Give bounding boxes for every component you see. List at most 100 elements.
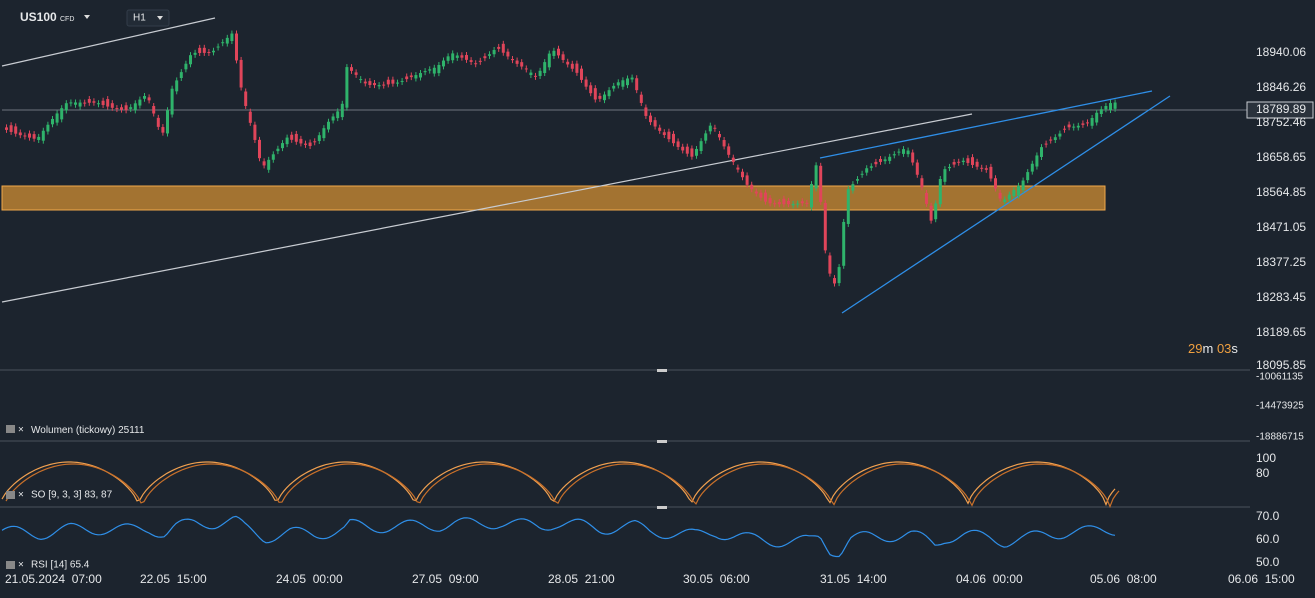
candle [616, 82, 620, 86]
candle [285, 137, 289, 145]
icon[interactable] [6, 491, 15, 499]
close-icon[interactable]: × [18, 425, 24, 436]
candle [810, 184, 813, 208]
candle [138, 99, 142, 106]
dropdown-arrow[interactable] [84, 15, 90, 19]
candle [235, 33, 238, 61]
candle [442, 60, 445, 67]
candle [957, 161, 961, 163]
support-zone [1, 185, 1106, 211]
icon[interactable] [6, 561, 15, 569]
candle [754, 191, 758, 194]
candle [869, 166, 873, 168]
candle [768, 198, 772, 204]
candle [561, 54, 565, 60]
candle [78, 102, 82, 107]
candle [1067, 124, 1071, 128]
candle [189, 55, 192, 65]
candle [699, 141, 703, 152]
candle [1053, 137, 1057, 141]
dropdown-arrow[interactable] [157, 16, 163, 20]
candle [920, 178, 924, 188]
time-label: 31.05 14:00 [820, 572, 887, 586]
candle [994, 178, 997, 189]
price-label: 18471.05 [1256, 220, 1306, 234]
volume-legend: × Wolumen (tickowy) 25111 [6, 425, 145, 436]
candle [759, 192, 763, 198]
candle [432, 67, 436, 74]
price-label: 18752.46 [1256, 115, 1306, 129]
candle [971, 157, 974, 165]
candle [262, 161, 266, 166]
candle [750, 184, 754, 190]
price-label: 18789.89 [1256, 102, 1306, 116]
candle [823, 202, 827, 251]
candle [23, 135, 27, 137]
handle[interactable] [657, 440, 667, 443]
candle [612, 85, 616, 89]
candle [46, 124, 50, 132]
candle [414, 75, 418, 79]
candle [225, 37, 229, 44]
candle [566, 61, 570, 65]
close-icon[interactable]: × [18, 490, 24, 501]
candle [239, 59, 243, 88]
candle [915, 162, 919, 175]
time-label: 21.05.2024 07:00 [5, 572, 102, 586]
candle [980, 167, 984, 169]
candle [704, 133, 708, 141]
icon[interactable] [6, 425, 15, 433]
candle [409, 75, 413, 78]
candle [741, 171, 744, 178]
candle [14, 126, 18, 134]
price-label: 18189.65 [1256, 325, 1306, 339]
candle [101, 100, 105, 106]
candle [593, 88, 597, 100]
candle [695, 148, 698, 156]
candle [722, 140, 726, 147]
symbol[interactable]: US100 [20, 10, 57, 24]
candle [133, 103, 137, 111]
close-icon[interactable]: × [18, 560, 24, 571]
candle [60, 108, 64, 120]
candle [446, 56, 450, 61]
candle [193, 52, 197, 55]
candle [961, 160, 965, 163]
candle [221, 42, 225, 44]
candles [5, 30, 1117, 287]
candle [419, 73, 422, 78]
candle [883, 159, 887, 162]
candle [690, 148, 694, 157]
rsi-legend: × RSI [14] 65.4 [6, 560, 90, 571]
candle [1072, 126, 1076, 128]
timeframe-box[interactable] [126, 9, 170, 27]
candle [938, 179, 942, 205]
candle [41, 130, 45, 141]
handle[interactable] [657, 506, 667, 509]
candle [276, 148, 280, 152]
candle [552, 50, 556, 56]
candle [736, 167, 740, 170]
rsi-line [1, 515, 1116, 558]
candle [469, 60, 473, 62]
candle [290, 134, 294, 140]
price-label: 18564.85 [1256, 185, 1306, 199]
candle [488, 54, 491, 56]
candle [1058, 133, 1062, 137]
candle [773, 203, 777, 205]
candle [317, 135, 321, 141]
candle [92, 101, 96, 103]
candle [833, 278, 836, 284]
candle [837, 267, 841, 284]
candle [354, 72, 358, 75]
candle [129, 107, 133, 109]
candle [879, 158, 882, 162]
trendline [819, 90, 1153, 159]
timeframe[interactable]: H1 [133, 13, 146, 24]
candle [396, 82, 399, 84]
handle[interactable] [657, 369, 667, 372]
candle [1109, 103, 1112, 111]
candle [1026, 172, 1030, 181]
candle [511, 58, 514, 61]
